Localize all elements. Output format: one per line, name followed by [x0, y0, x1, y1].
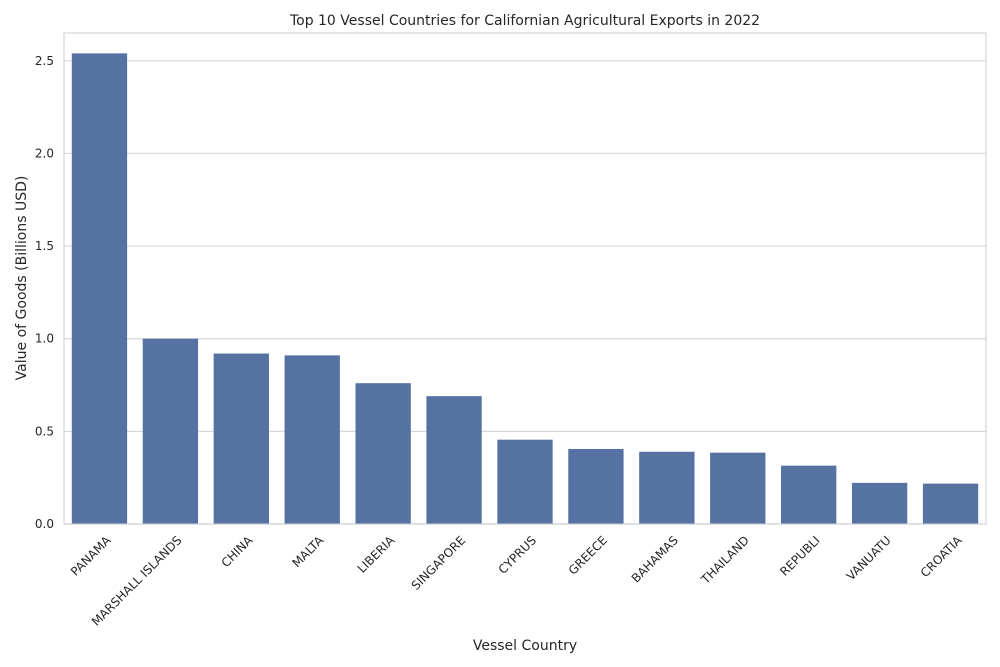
bar-republi [781, 465, 837, 524]
bar-panama [71, 53, 128, 524]
y-tick-label: 2.0 [35, 146, 54, 160]
y-tick-label: 1.0 [35, 332, 54, 346]
y-tick-label: 1.5 [35, 239, 54, 253]
bar-liberia [355, 383, 411, 524]
bar-bahamas [639, 451, 695, 524]
plot-frame [63, 32, 987, 525]
chart-title: Top 10 Vessel Countries for Californian … [289, 13, 760, 29]
bar-vanuatu [851, 482, 908, 524]
bars [71, 53, 979, 524]
bar-cyprus [497, 439, 553, 524]
bar-marshall-islands [142, 338, 199, 524]
y-tick-label: 0.0 [35, 517, 54, 531]
bar-thailand [710, 452, 766, 524]
bar-malta [284, 355, 340, 524]
x-axis-label: Vessel Country [473, 638, 577, 654]
bar-singapore [426, 396, 482, 524]
bar-croatia [922, 483, 979, 524]
bar-greece [568, 448, 624, 524]
y-tick-label: 2.5 [35, 54, 54, 68]
y-tick-label: 0.5 [35, 424, 54, 438]
y-tick-labels: 0.0 0.5 1.0 1.5 2.0 2.5 [35, 54, 54, 531]
bar-china [213, 353, 269, 524]
y-axis-label: Value of Goods (Billions USD) [14, 176, 30, 381]
